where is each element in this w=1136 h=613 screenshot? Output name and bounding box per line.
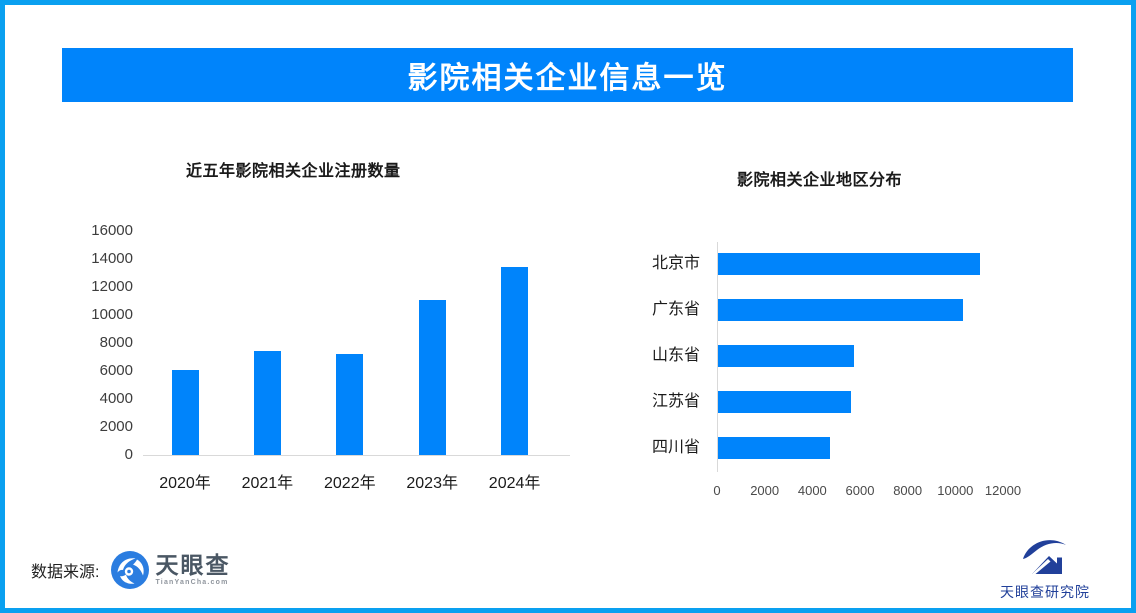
region-bar-chart: 北京市广东省山东省江苏省四川省 0 2000 4000 6000 8000 10000 120…: [612, 230, 1090, 515]
registration-chart-title: 近五年影院相关企业注册数量: [186, 163, 401, 180]
y-tick-label: 2000: [99, 418, 133, 435]
y-axis-line: [717, 242, 718, 472]
x-tick-label: 6000: [845, 483, 875, 498]
y-tick-label: 10000: [91, 306, 133, 323]
tianyancha-wordmark-group: 天眼查 TianYanCha.com: [155, 552, 231, 587]
registration-column-chart: 0 2000 4000 6000 8000 10000 12000 14000 16000 202…: [88, 220, 570, 505]
x-tick-label: 0: [713, 483, 721, 498]
y-tick-label: 8000: [99, 334, 133, 351]
region-label: 四川省: [651, 439, 700, 457]
y-tick-label: 14000: [91, 250, 133, 267]
x-tick-label: 10000: [937, 483, 974, 498]
tianyancha-logo: 天眼查 TianYanCha.com: [111, 551, 230, 589]
registration-bar: [171, 369, 199, 455]
x-tick-label: 8000: [893, 483, 923, 498]
x-category-label: 2022年: [323, 475, 376, 492]
region-bar: [718, 299, 964, 322]
x-category-label: 2024年: [488, 475, 541, 492]
y-tick-label: 16000: [91, 222, 133, 239]
region-label: 江苏省: [651, 393, 700, 411]
region-bar: [718, 437, 831, 460]
y-tick-label: 4000: [99, 390, 133, 407]
x-category-label: 2020年: [159, 475, 211, 492]
data-source: 数据来源: 天眼查 TianYanCha.com: [31, 545, 230, 595]
registration-bar: [501, 267, 529, 455]
registration-bar: [418, 299, 446, 455]
region-bar: [718, 345, 854, 368]
x-category-label: 2023年: [406, 475, 458, 492]
page-title: 影院相关企业信息一览: [407, 62, 728, 95]
research-institute-label: 天眼查研究院: [1000, 584, 1090, 600]
x-tick-label: 2000: [750, 483, 780, 498]
region-chart-title: 影院相关企业地区分布: [737, 172, 903, 189]
x-category-label: 2021年: [241, 475, 294, 492]
region-label: 北京市: [651, 255, 700, 272]
region-bar: [718, 391, 852, 414]
tianyancha-wordmark: 天眼查: [155, 552, 231, 578]
region-label: 广东省: [651, 301, 700, 319]
region-label: 山东省: [651, 347, 700, 365]
tianyancha-domain: TianYanCha.com: [155, 579, 229, 586]
x-tick-label: 4000: [797, 483, 827, 498]
data-source-label: 数据来源:: [31, 564, 100, 581]
research-institute-logo: 天眼查研究院: [990, 536, 1100, 602]
y-tick-label: 12000: [91, 278, 133, 295]
region-bar: [718, 253, 981, 275]
y-tick-label: 0: [124, 446, 133, 463]
registration-bar: [336, 354, 364, 455]
x-axis-line: [143, 455, 570, 456]
tianyancha-logo-icon: [111, 551, 150, 589]
registration-bar: [253, 351, 281, 455]
y-tick-label: 6000: [99, 362, 133, 379]
research-institute-icon: [1023, 540, 1066, 574]
x-tick-label: 12000: [984, 483, 1022, 498]
page-title-banner: 影院相关企业信息一览: [62, 48, 1073, 102]
